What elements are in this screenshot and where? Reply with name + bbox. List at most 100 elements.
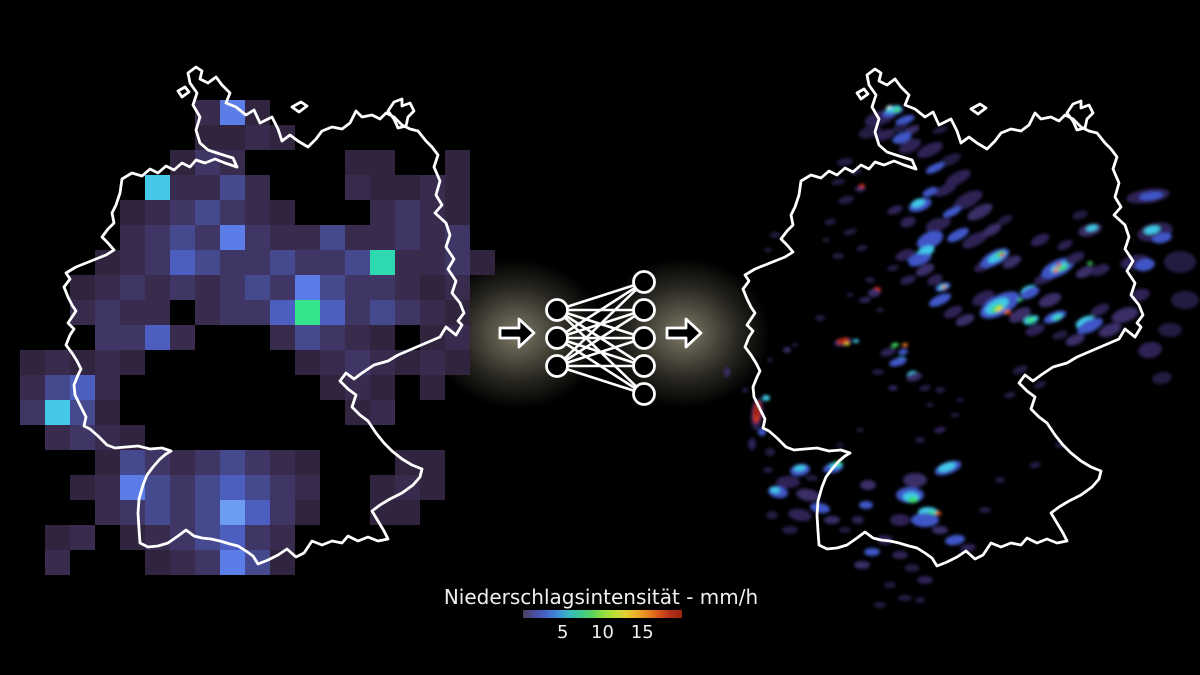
grid-cell — [245, 225, 270, 250]
precipitation-blob — [904, 564, 920, 572]
grid-cell — [170, 500, 195, 525]
precipitation-blob — [864, 548, 880, 556]
precipitation-blob — [943, 305, 963, 319]
grid-cell — [420, 250, 445, 275]
precipitation-blob — [1017, 298, 1023, 302]
grid-cell — [145, 200, 170, 225]
grid-cell — [320, 225, 345, 250]
grid-cell — [95, 500, 120, 525]
precipitation-blob — [1077, 317, 1103, 335]
precipitation-blob — [1020, 286, 1040, 300]
grid-cell — [45, 425, 70, 450]
grid-cell — [370, 200, 395, 225]
precipitation-blob — [891, 342, 899, 348]
grid-cell — [145, 550, 170, 575]
precipitation-blob — [934, 426, 946, 434]
precipitation-blob — [1065, 334, 1085, 346]
precipitation-blob — [1171, 291, 1199, 309]
precipitation-blob — [1004, 391, 1016, 399]
precipitation-blob — [995, 477, 1005, 483]
precipitation-blob — [887, 205, 903, 215]
precipitation-blob — [960, 543, 976, 553]
grid-cell — [145, 500, 170, 525]
precipitation-blob — [742, 387, 748, 393]
grid-cell — [220, 125, 245, 150]
precipitation-blob — [935, 386, 945, 394]
grid-cell — [320, 325, 345, 350]
precipitation-blob — [1144, 225, 1160, 235]
grid-cell — [345, 375, 370, 400]
high-res-precipitation-field — [724, 105, 1199, 608]
precipitation-blob — [1053, 267, 1059, 273]
grid-cell — [145, 175, 170, 200]
precipitation-blob — [1072, 210, 1088, 220]
grid-cell — [45, 525, 70, 550]
precipitation-blob — [928, 293, 952, 307]
output-arrow-icon — [665, 317, 703, 349]
precipitation-blob — [919, 384, 931, 392]
grid-cell — [170, 450, 195, 475]
nn-connection — [556, 280, 645, 340]
grid-cell — [270, 275, 295, 300]
precipitation-blob — [788, 508, 812, 522]
grid-cell — [295, 300, 320, 325]
grid-cell — [170, 550, 195, 575]
precipitation-blob — [880, 347, 896, 357]
grid-cell — [120, 250, 145, 275]
precipitation-blob — [1152, 232, 1172, 244]
precipitation-blob — [856, 244, 868, 252]
grid-cell — [120, 350, 145, 375]
precipitation-blob — [1007, 311, 1011, 315]
precipitation-blob — [906, 372, 922, 382]
grid-cell — [270, 300, 295, 325]
precipitation-blob — [794, 464, 806, 472]
coarse-precipitation-grid — [20, 100, 495, 575]
grid-cell — [95, 300, 120, 325]
precipitation-blob — [1158, 323, 1182, 337]
grid-cell — [420, 350, 445, 375]
grid-cell — [70, 275, 95, 300]
precipitation-blob — [892, 551, 908, 559]
grid-cell — [195, 550, 220, 575]
precipitation-blob — [836, 443, 844, 447]
grid-cell — [245, 525, 270, 550]
precipitation-blob — [872, 369, 884, 375]
precipitation-blob — [724, 367, 730, 377]
precipitation-blob — [1111, 307, 1139, 323]
precipitation-blob — [792, 343, 798, 347]
precipitation-blob — [956, 398, 964, 402]
nn-connection — [556, 281, 645, 367]
grid-cell — [470, 250, 495, 275]
grid-cell — [220, 200, 245, 225]
grid-cell — [145, 250, 170, 275]
grid-cell — [295, 450, 320, 475]
precipitation-blob — [770, 232, 780, 238]
precipitation-blob — [776, 476, 800, 488]
precipitation-blob — [915, 437, 925, 443]
precipitation-blob — [898, 595, 912, 601]
grid-cell — [170, 275, 195, 300]
nn-node — [632, 270, 656, 294]
grid-cell — [370, 175, 395, 200]
precipitation-blob — [927, 274, 943, 286]
grid-cell — [170, 200, 195, 225]
grid-cell — [170, 475, 195, 500]
precipitation-blob — [898, 348, 908, 356]
precipitation-blob — [950, 413, 960, 417]
colorbar-gradient — [523, 610, 682, 618]
grid-cell — [120, 200, 145, 225]
precipitation-blob — [844, 342, 850, 346]
precipitation-blob — [903, 473, 927, 487]
precipitation-blob — [860, 480, 876, 490]
grid-cell — [345, 175, 370, 200]
precipitation-blob — [915, 597, 925, 603]
precipitation-blob — [1098, 322, 1122, 338]
precipitation-blob — [997, 215, 1013, 225]
grid-cell — [295, 250, 320, 275]
grid-cell — [320, 300, 345, 325]
grid-cell — [270, 325, 295, 350]
precipitation-blob — [1002, 255, 1022, 269]
precipitation-blob — [953, 190, 983, 210]
